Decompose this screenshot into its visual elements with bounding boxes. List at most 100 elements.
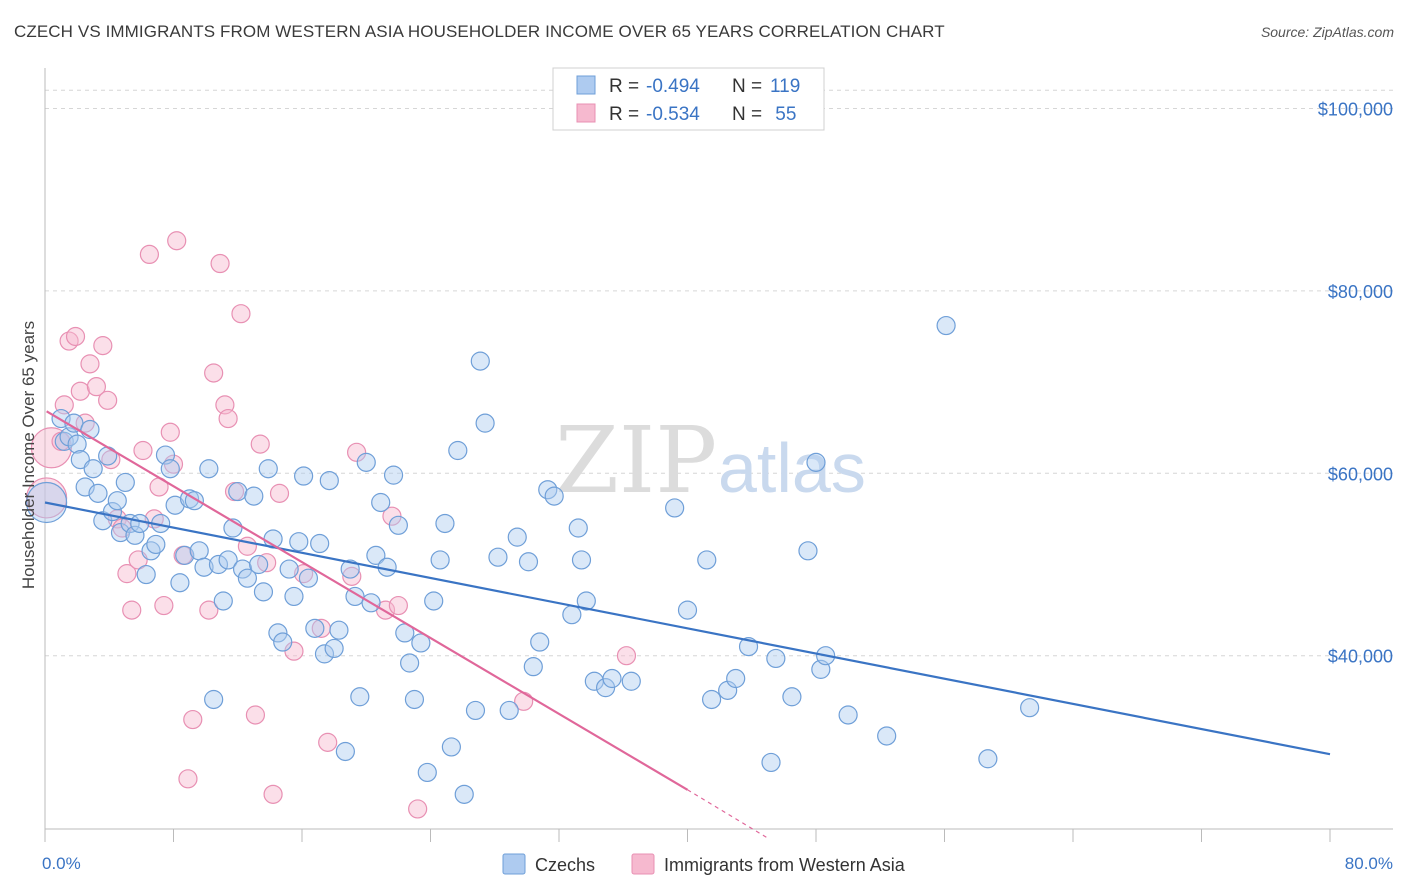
series-legend: Czechs Immigrants from Western Asia <box>502 853 906 875</box>
data-point <box>178 769 198 789</box>
data-point <box>83 459 103 479</box>
data-point <box>273 632 293 652</box>
trend-line-western-asia-extension <box>687 789 769 839</box>
data-point <box>475 413 495 433</box>
data-point <box>136 564 156 585</box>
source-credit: Source: ZipAtlas.com <box>1260 24 1394 40</box>
legend-n-label-czechs: N = <box>732 76 762 97</box>
data-point <box>250 434 270 454</box>
data-point <box>318 732 338 752</box>
data-point <box>518 552 539 572</box>
data-point <box>160 422 180 442</box>
trend-line-czechs <box>44 501 1331 756</box>
data-point <box>465 700 486 721</box>
data-point <box>130 513 150 534</box>
data-point <box>139 244 160 265</box>
data-point <box>122 600 142 620</box>
data-point <box>571 550 592 570</box>
data-point <box>98 446 118 466</box>
data-point <box>65 326 86 347</box>
legend-r-label-western-asia: R = <box>609 104 639 125</box>
watermark: ZIP atlas <box>555 407 866 514</box>
data-point <box>544 486 564 506</box>
data-point <box>877 726 897 746</box>
data-point <box>448 440 468 461</box>
axes <box>44 68 1393 842</box>
data-point <box>383 465 404 485</box>
data-point <box>218 408 238 429</box>
data-point <box>342 566 362 586</box>
data-point <box>80 354 100 374</box>
data-point <box>314 644 335 664</box>
data-point <box>530 632 550 652</box>
data-point <box>616 646 637 666</box>
data-point <box>86 377 107 397</box>
data-point <box>245 705 266 725</box>
data-point <box>199 459 219 479</box>
data-point <box>310 533 330 554</box>
data-point <box>249 554 269 575</box>
bottom-legend-swatch-western-asia <box>631 853 655 875</box>
data-point <box>133 440 153 461</box>
data-point <box>523 657 543 677</box>
data-point <box>319 470 339 491</box>
data-point <box>258 459 278 479</box>
data-point <box>838 705 858 725</box>
data-point <box>289 532 309 552</box>
data-point <box>766 648 786 669</box>
watermark-zip: ZIP <box>555 407 717 514</box>
legend-r-label-czechs: R = <box>609 76 639 97</box>
chart-title: CZECH VS IMMIGRANTS FROM WESTERN ASIA HO… <box>14 22 945 41</box>
data-point <box>417 762 437 783</box>
data-point <box>210 253 230 274</box>
data-point <box>408 799 428 819</box>
data-point <box>388 595 408 616</box>
data-point <box>284 586 304 607</box>
data-point <box>665 498 685 518</box>
data-point <box>621 671 641 691</box>
data-point <box>424 591 444 611</box>
legend-box <box>552 67 825 131</box>
data-point <box>199 600 219 620</box>
data-point <box>366 545 386 565</box>
data-point <box>88 483 108 503</box>
data-point <box>404 689 425 710</box>
series-czechs <box>26 315 1040 804</box>
data-point <box>170 573 190 593</box>
data-point <box>269 483 290 503</box>
data-point <box>782 687 802 707</box>
data-point <box>356 452 376 472</box>
data-point <box>154 595 174 616</box>
data-point <box>806 452 826 472</box>
x-tick-label: 0.0% <box>42 854 81 873</box>
data-point <box>208 554 229 575</box>
data-point <box>146 534 166 555</box>
data-point <box>232 559 253 579</box>
legend-n-label-western-asia: N = <box>732 104 762 125</box>
data-point <box>167 231 187 251</box>
y-tick-label: $100,000 <box>1318 99 1393 119</box>
data-point <box>454 784 474 804</box>
tick-labels: $40,000 $60,000 $80,000 $100,000 0.0% 80.0% <box>42 99 1393 873</box>
data-point <box>93 336 113 356</box>
y-axis-label: Householder Income Over 65 years <box>19 321 38 589</box>
legend-r-value-czechs: -0.494 <box>646 76 700 97</box>
data-point <box>204 363 224 383</box>
data-point <box>411 633 431 653</box>
data-point <box>701 689 722 710</box>
legend-r-value-western-asia: -0.534 <box>646 104 700 125</box>
data-point <box>340 559 360 579</box>
data-point <box>371 492 391 513</box>
data-point <box>175 545 195 565</box>
data-point <box>237 568 257 588</box>
data-point <box>562 605 582 625</box>
data-point <box>165 495 185 515</box>
data-point <box>218 550 238 570</box>
bottom-legend-swatch-czechs <box>502 853 526 875</box>
data-point <box>329 620 349 640</box>
data-point <box>107 491 127 511</box>
data-point <box>98 390 118 410</box>
data-point <box>268 623 288 643</box>
data-point <box>568 518 588 538</box>
